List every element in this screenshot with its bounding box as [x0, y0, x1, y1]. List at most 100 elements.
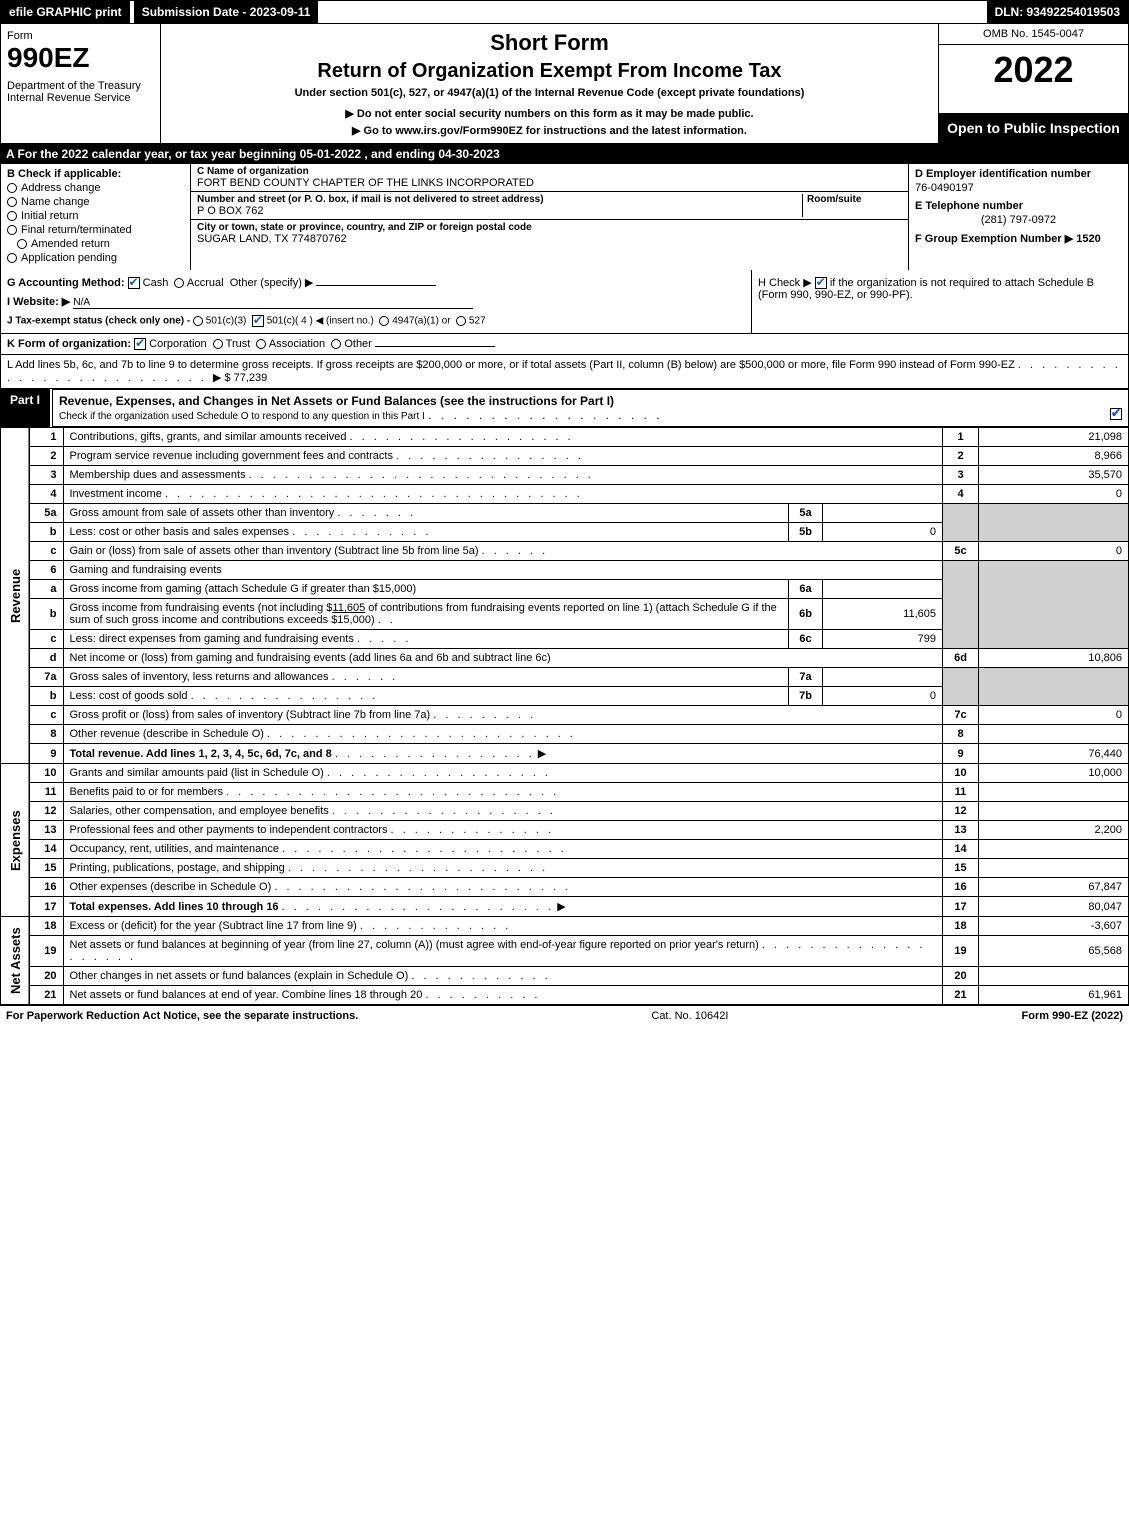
side-revenue: Revenue	[1, 428, 30, 764]
i-website: I Website: ▶ N/A	[7, 295, 745, 309]
val-11	[979, 783, 1129, 802]
d-value: 76-0490197	[915, 182, 1122, 194]
val-7b: 0	[823, 687, 943, 706]
open-public: Open to Public Inspection	[939, 113, 1128, 143]
f-label: F Group Exemption Number ▶	[915, 233, 1073, 245]
part1-header: Part I Revenue, Expenses, and Changes in…	[0, 389, 1129, 427]
chk-501c[interactable]	[252, 315, 264, 327]
g-accounting-method: G Accounting Method: Cash Accrual Other …	[7, 276, 745, 289]
val-21: 61,961	[979, 986, 1129, 1005]
j-tax-exempt-status: J Tax-exempt status (check only one) - 5…	[7, 315, 745, 327]
header-left: Form 990EZ Department of the Treasury In…	[1, 24, 161, 143]
val-2: 8,966	[979, 447, 1129, 466]
footer-left: For Paperwork Reduction Act Notice, see …	[6, 1010, 358, 1022]
chk-final-return[interactable]	[7, 225, 17, 235]
c-addr-label: Number and street (or P. O. box, if mail…	[197, 194, 802, 205]
b-label: B Check if applicable:	[7, 168, 184, 180]
footer-mid: Cat. No. 10642I	[358, 1010, 1021, 1022]
chk-other-org[interactable]	[331, 339, 341, 349]
c-room-label: Room/suite	[807, 194, 902, 205]
val-10: 10,000	[979, 764, 1129, 783]
val-1: 21,098	[979, 428, 1129, 447]
header-right: OMB No. 1545-0047 2022 Open to Public In…	[938, 24, 1128, 143]
chk-address-change[interactable]	[7, 183, 17, 193]
val-6a	[823, 580, 943, 599]
footer-right: Form 990-EZ (2022)	[1022, 1010, 1123, 1022]
chk-cash[interactable]	[128, 277, 140, 289]
efile-label[interactable]: efile GRAPHIC print	[1, 1, 130, 23]
val-6b: 11,605	[823, 599, 943, 630]
header-center: Short Form Return of Organization Exempt…	[161, 24, 938, 143]
c-name-label: C Name of organization	[197, 166, 902, 177]
val-8	[979, 725, 1129, 744]
chk-527[interactable]	[456, 316, 466, 326]
lines-table: Revenue 1 Contributions, gifts, grants, …	[0, 427, 1129, 1005]
b-checkboxes: B Check if applicable: Address change Na…	[1, 164, 191, 270]
chk-schedule-o[interactable]	[1110, 408, 1122, 420]
other-specify-field[interactable]	[316, 285, 436, 286]
ssn-notice: ▶ Do not enter social security numbers o…	[167, 107, 932, 120]
c-column: C Name of organization FORT BEND COUNTY …	[191, 164, 908, 270]
d-label: D Employer identification number	[915, 168, 1122, 180]
val-12	[979, 802, 1129, 821]
chk-name-change[interactable]	[7, 197, 17, 207]
chk-corporation[interactable]	[134, 338, 146, 350]
e-label: E Telephone number	[915, 200, 1122, 212]
under-section: Under section 501(c), 527, or 4947(a)(1)…	[167, 87, 932, 99]
chk-association[interactable]	[256, 339, 266, 349]
val-5a	[823, 504, 943, 523]
website-value: N/A	[73, 297, 90, 308]
val-7c: 0	[979, 706, 1129, 725]
c-addr-value: P O BOX 762	[197, 205, 802, 217]
val-4: 0	[979, 485, 1129, 504]
goto-link[interactable]: ▶ Go to www.irs.gov/Form990EZ for instru…	[167, 124, 932, 137]
val-14	[979, 840, 1129, 859]
dept-label: Department of the Treasury Internal Reve…	[7, 80, 154, 104]
row-a-tax-year: A For the 2022 calendar year, or tax yea…	[0, 144, 1129, 164]
chk-amended-return[interactable]	[17, 239, 27, 249]
c-city-label: City or town, state or province, country…	[197, 222, 902, 233]
chk-4947[interactable]	[379, 316, 389, 326]
chk-application-pending[interactable]	[7, 253, 17, 263]
h-check: H Check ▶ if the organization is not req…	[751, 270, 1128, 333]
val-18: -3,607	[979, 917, 1129, 936]
l-amount: 77,239	[234, 372, 268, 384]
part1-title: Revenue, Expenses, and Changes in Net As…	[52, 389, 1129, 427]
chk-schedule-b[interactable]	[815, 277, 827, 289]
dln-label: DLN: 93492254019503	[987, 1, 1128, 23]
val-5b: 0	[823, 523, 943, 542]
c-name-value: FORT BEND COUNTY CHAPTER OF THE LINKS IN…	[197, 177, 902, 189]
short-form-title: Short Form	[167, 30, 932, 56]
d-column: D Employer identification number 76-0490…	[908, 164, 1128, 270]
main-title: Return of Organization Exempt From Incom…	[167, 60, 932, 83]
submission-date: Submission Date - 2023-09-11	[132, 1, 319, 23]
c-city-value: SUGAR LAND, TX 774870762	[197, 233, 902, 245]
side-expenses: Expenses	[1, 764, 30, 917]
e-value: (281) 797-0972	[915, 214, 1122, 226]
tax-year: 2022	[939, 45, 1128, 113]
chk-accrual[interactable]	[174, 278, 184, 288]
val-9: 76,440	[979, 744, 1129, 764]
other-org-field[interactable]	[375, 346, 495, 347]
val-7a	[823, 668, 943, 687]
form-number: 990EZ	[7, 42, 154, 74]
val-17: 80,047	[979, 897, 1129, 917]
gh-section: G Accounting Method: Cash Accrual Other …	[0, 270, 1129, 334]
val-6c: 799	[823, 630, 943, 649]
val-13: 2,200	[979, 821, 1129, 840]
val-16: 67,847	[979, 878, 1129, 897]
omb-number: OMB No. 1545-0047	[939, 24, 1128, 45]
chk-trust[interactable]	[213, 339, 223, 349]
chk-501c3[interactable]	[193, 316, 203, 326]
val-20	[979, 967, 1129, 986]
l-gross-receipts: L Add lines 5b, 6c, and 7b to line 9 to …	[0, 355, 1129, 389]
val-19: 65,568	[979, 936, 1129, 967]
page-footer: For Paperwork Reduction Act Notice, see …	[0, 1005, 1129, 1026]
chk-initial-return[interactable]	[7, 211, 17, 221]
top-bar: efile GRAPHIC print Submission Date - 20…	[0, 0, 1129, 24]
section-b: B Check if applicable: Address change Na…	[0, 164, 1129, 270]
val-3: 35,570	[979, 466, 1129, 485]
form-label: Form	[7, 30, 154, 42]
part1-tab: Part I	[0, 389, 52, 427]
val-15	[979, 859, 1129, 878]
